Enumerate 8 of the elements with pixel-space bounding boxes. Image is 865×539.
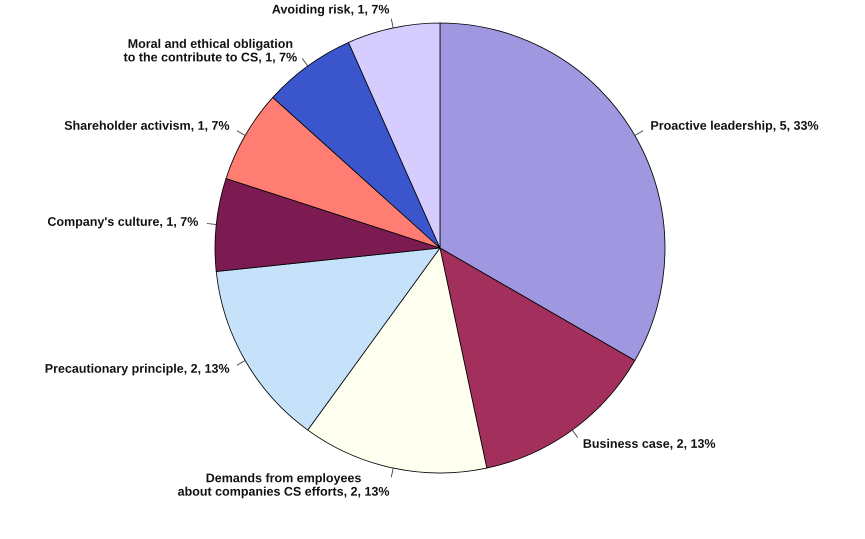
slice-label: Precautionary principle, 2, 13% [46, 364, 230, 376]
slice-label: Demands from employees about companies CS efforts, 2, 13% [178, 473, 390, 498]
slice-label: Business case, 2, 13% [584, 438, 716, 450]
slice-label: Avoiding risk, 1, 7% [272, 4, 390, 16]
slice-label: Proactive leadership, 5, 33% [651, 120, 818, 132]
slice-label: Moral and ethical obligation to the contribute to CS, 1, 7% [124, 38, 297, 64]
slice-label: Company's culture, 1, 7% [48, 216, 198, 228]
slice-label: Shareholder activism, 1, 7% [64, 120, 230, 132]
